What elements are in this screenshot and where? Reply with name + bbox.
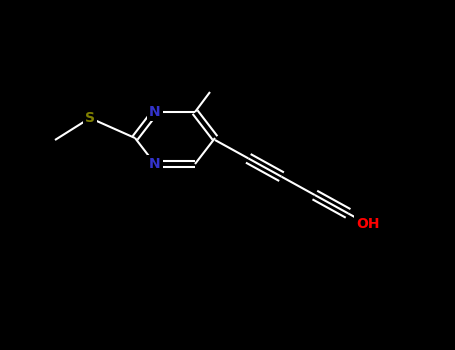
Text: OH: OH xyxy=(356,217,380,231)
Text: N: N xyxy=(149,105,161,119)
Text: N: N xyxy=(149,157,161,171)
Text: S: S xyxy=(85,111,95,125)
